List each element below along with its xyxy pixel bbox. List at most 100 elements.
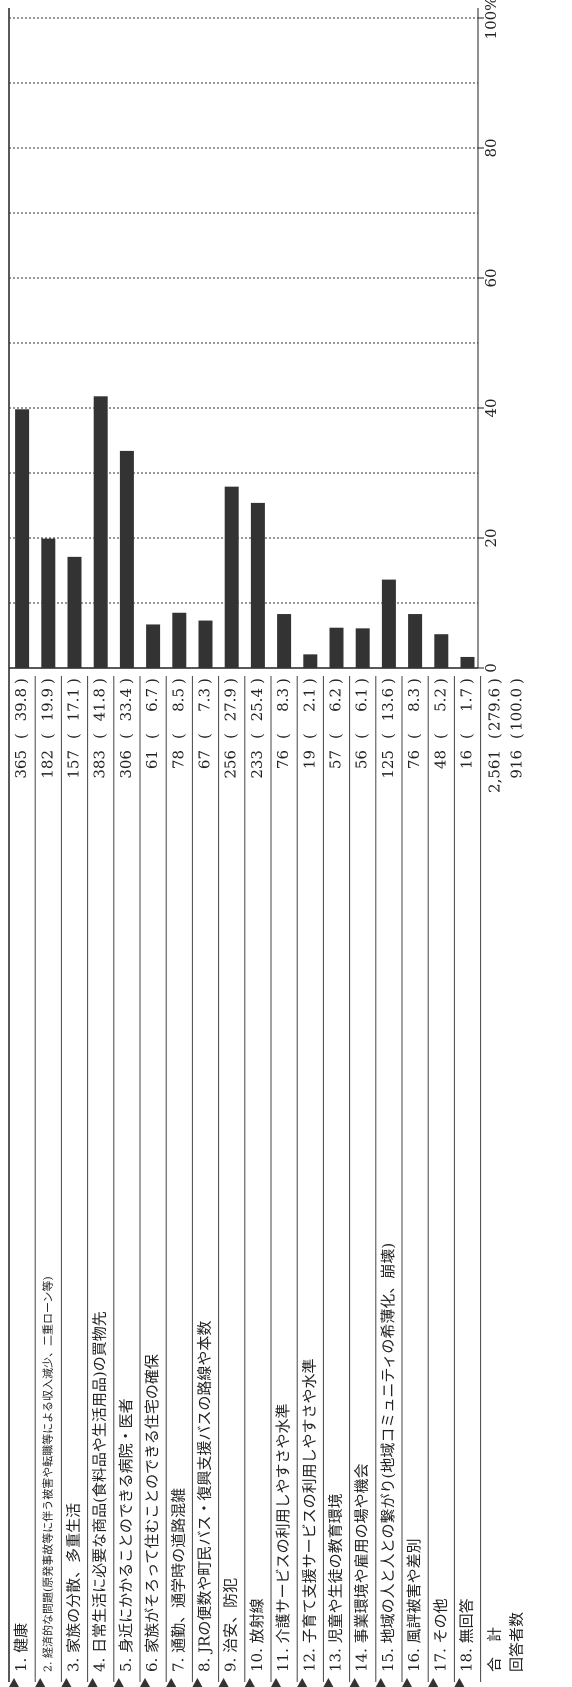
- row-marker: [140, 1678, 150, 1687]
- bar: [303, 654, 318, 668]
- total-count: 916: [508, 750, 526, 779]
- count: 76: [405, 750, 423, 769]
- category-label: 11. 介護サービスの利用しやすさや水準: [274, 1404, 292, 1672]
- category-label: 2. 経済的な問題(原発事故等に伴う被害や転職等による収入減少、二重ローン等): [40, 1276, 54, 1672]
- paren: (: [248, 733, 266, 739]
- category-label: 5. 身近にかかることのできる病院・医者: [117, 1398, 135, 1672]
- count: 56: [353, 750, 371, 769]
- percent: 13.6: [379, 688, 397, 721]
- percent: 8.5: [169, 688, 187, 712]
- paren: ): [274, 678, 292, 684]
- row-marker: [428, 1678, 439, 1687]
- count: 233: [248, 750, 266, 779]
- bar: [434, 634, 449, 668]
- row-marker: [375, 1678, 386, 1687]
- total-label: 回答者数: [508, 1612, 526, 1672]
- row-marker: [297, 1678, 308, 1687]
- percent: 25.4: [248, 688, 266, 721]
- paren: (: [169, 733, 187, 739]
- paren: (: [91, 733, 109, 739]
- category-label: 12. 子育て支援サービスの利用しやすさや水準: [300, 1359, 318, 1672]
- category-label: 8. JRの便数や町民バス・復興支援バスの路線や本数: [196, 1321, 214, 1672]
- percent: 1.7: [458, 688, 476, 712]
- percent: 17.1: [65, 688, 83, 721]
- count: 57: [327, 750, 345, 769]
- paren: ): [12, 678, 30, 684]
- count: 61: [143, 750, 161, 769]
- percent: 39.8: [12, 688, 30, 721]
- paren: ): [508, 678, 526, 684]
- category-label: 10. 放射線: [248, 1598, 266, 1672]
- bar: [146, 624, 161, 668]
- count: 182: [38, 750, 56, 779]
- count: 67: [196, 750, 214, 769]
- y-tick-label: 0: [482, 663, 500, 673]
- paren: (: [300, 733, 318, 739]
- bar: [355, 628, 370, 668]
- paren: (: [274, 733, 292, 739]
- category-label: 1. 健康: [12, 1623, 30, 1672]
- paren: (: [196, 733, 214, 739]
- count: 78: [169, 750, 187, 769]
- paren: (: [379, 733, 397, 739]
- count: 19: [300, 750, 318, 769]
- percent: 6.2: [327, 688, 345, 712]
- bar: [172, 612, 187, 668]
- bar: [381, 579, 396, 668]
- bar: [250, 502, 265, 668]
- total-label: 合 計: [486, 1627, 504, 1672]
- paren: ): [486, 678, 504, 684]
- category-label: 15. 地域の人と人との繋がり(地域コミュニティの希薄化、崩壊): [379, 1243, 397, 1672]
- bar: [224, 486, 239, 668]
- percent: 2.1: [300, 688, 318, 712]
- y-tick-label: 40: [482, 398, 500, 417]
- paren: (: [327, 733, 345, 739]
- paren: (: [65, 733, 83, 739]
- bar: [67, 556, 82, 668]
- bar: [119, 450, 134, 668]
- count: 365: [12, 750, 30, 779]
- y-tick-label: 60: [482, 268, 500, 287]
- bar: [408, 614, 423, 668]
- bar: [93, 396, 108, 668]
- row-marker: [35, 1678, 46, 1687]
- row-marker: [87, 1678, 98, 1687]
- count: 306: [117, 750, 135, 779]
- paren: ): [38, 678, 56, 684]
- category-label: 7. 通勤、通学時の道路混雑: [169, 1488, 187, 1672]
- paren: (: [12, 733, 30, 739]
- paren: (: [353, 733, 371, 739]
- row-marker: [192, 1678, 203, 1687]
- category-label: 13. 児童や生徒の教育環境: [327, 1493, 345, 1672]
- paren: ): [327, 678, 345, 684]
- paren: ): [248, 678, 266, 684]
- row-marker: [113, 1678, 124, 1687]
- row-marker: [9, 1678, 19, 1687]
- paren: (: [117, 733, 135, 739]
- bar: [329, 627, 344, 668]
- y-tick-label: 20: [482, 528, 500, 547]
- row-marker: [61, 1678, 72, 1687]
- count: 157: [65, 750, 83, 779]
- paren: (: [143, 733, 161, 739]
- total-percent: 100.0: [508, 688, 526, 731]
- row-marker: [244, 1678, 255, 1687]
- category-label: 3. 家族の分散、多重生活: [65, 1503, 83, 1672]
- bar: [41, 538, 56, 668]
- row-marker: [271, 1678, 281, 1687]
- total-percent: 279.6: [486, 688, 504, 731]
- paren: ): [353, 678, 371, 684]
- paren: (: [458, 733, 476, 739]
- category-label: 4. 日常生活に必要な商品(食料品や生活用品)の買物先: [91, 1311, 109, 1672]
- category-label: 14. 事業環境や雇用の場や機会: [353, 1463, 371, 1672]
- percent: 8.3: [274, 688, 292, 712]
- paren: ): [196, 678, 214, 684]
- percent: 33.4: [117, 688, 135, 721]
- paren: ): [222, 678, 240, 684]
- paren: ): [300, 678, 318, 684]
- percent: 6.7: [143, 688, 161, 712]
- percent: 6.1: [353, 688, 371, 712]
- category-label: 18. 無回答: [458, 1598, 476, 1672]
- y-tick-label: 100%: [482, 0, 500, 39]
- bar: [15, 409, 30, 668]
